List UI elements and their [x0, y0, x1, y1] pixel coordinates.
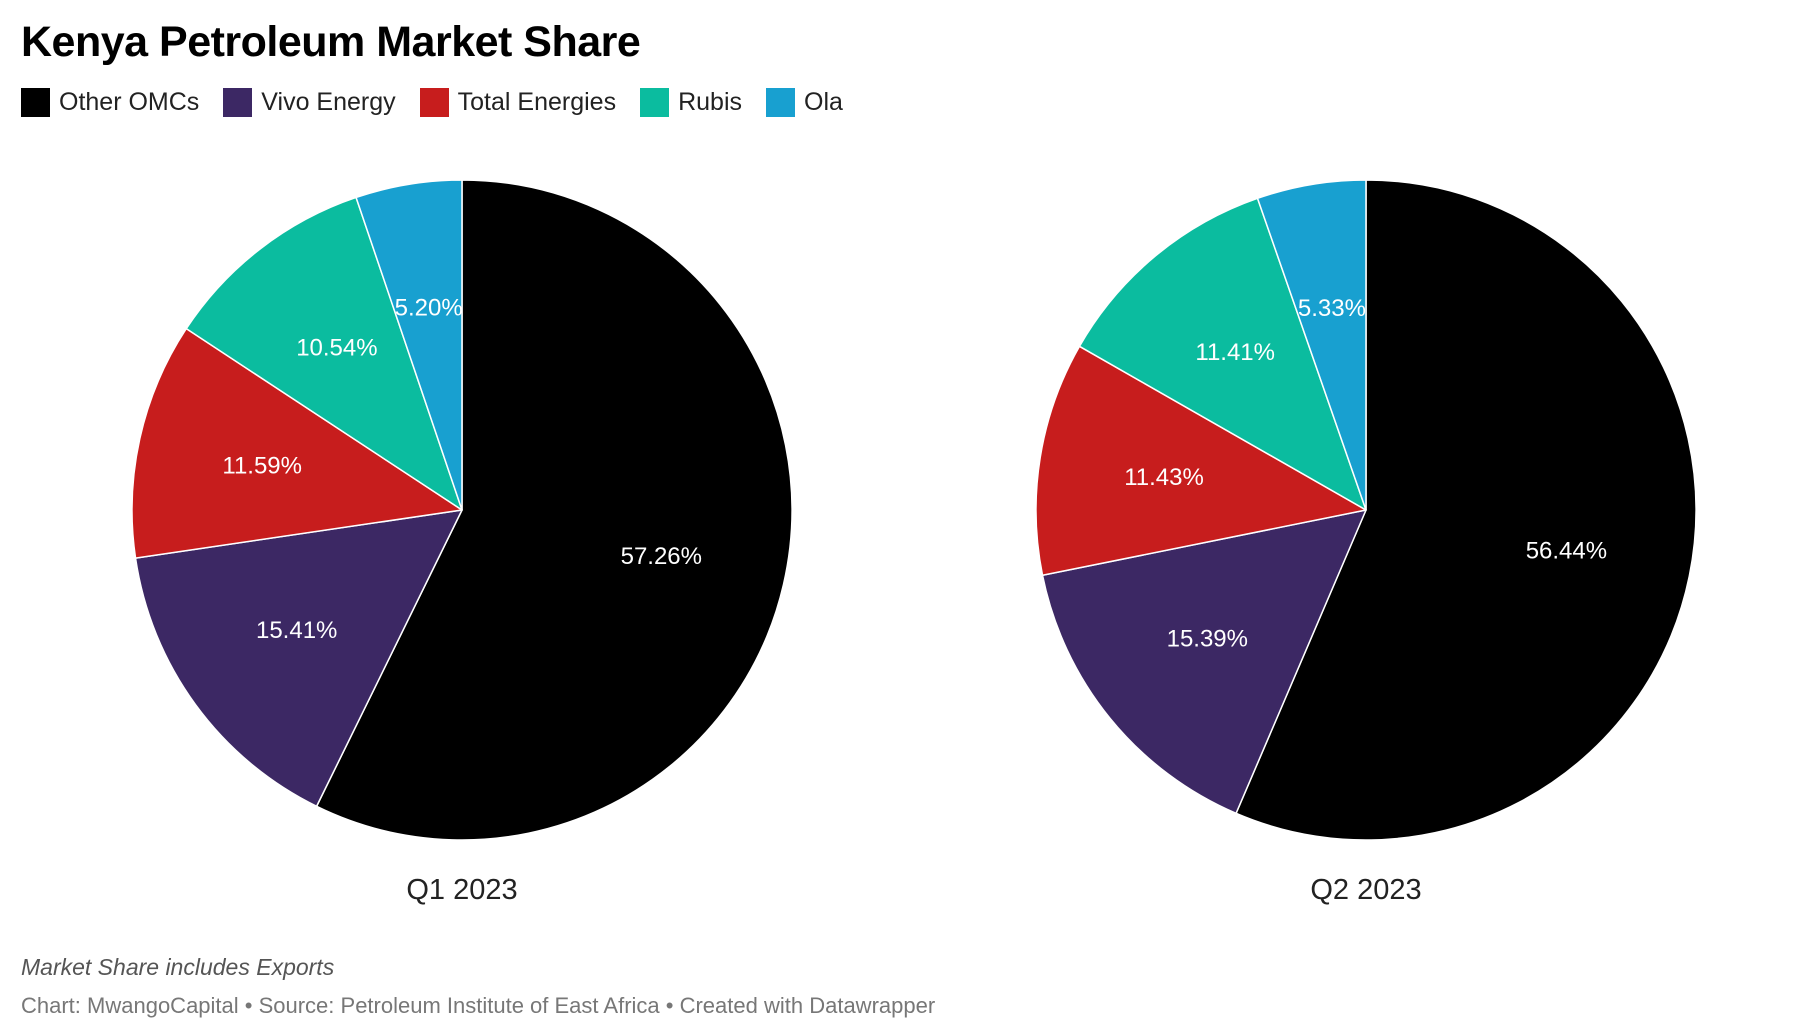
legend-item-ola: Ola	[766, 88, 843, 117]
slice-label-total-energies: 11.43%	[1124, 464, 1204, 491]
pie-caption-q1-2023: Q1 2023	[406, 874, 517, 906]
pie-slice-total-energies	[1035, 345, 1367, 577]
pie-slice-total-energies	[131, 327, 463, 559]
legend-swatch-vivo-energy	[223, 88, 253, 117]
legend-label-vivo-energy: Vivo Energy	[261, 88, 396, 116]
slice-label-other-omcs: 56.44%	[1526, 538, 1607, 565]
slice-label-vivo-energy: 15.41%	[256, 617, 337, 644]
slice-label-vivo-energy: 15.39%	[1167, 626, 1248, 653]
pie-slice-ola	[355, 179, 463, 511]
legend-swatch-ola	[766, 88, 795, 117]
legend-label-other-omcs: Other OMCs	[59, 88, 200, 116]
pie-slice-vivo-energy	[134, 509, 463, 808]
legend-label-ola: Ola	[804, 88, 843, 116]
slice-label-total-energies: 11.59%	[222, 452, 302, 479]
legend-item-vivo-energy: Vivo Energy	[223, 88, 396, 117]
pie-caption-q2-2023: Q2 2023	[1310, 874, 1421, 906]
legend-label-rubis: Rubis	[678, 88, 742, 116]
pie-slice-ola	[1256, 179, 1367, 511]
pie-slice-rubis	[1078, 197, 1367, 511]
slice-label-ola: 5.20%	[395, 295, 463, 322]
legend-swatch-total-energies	[419, 88, 449, 117]
legend-item-total-energies: Total Energies	[419, 88, 617, 117]
pie-chart-q1-2023: 57.26% 15.41% 11.59% 10.54% 5.20% Q1 2023	[131, 179, 793, 906]
legend-item-other-omcs: Other OMCs	[21, 88, 199, 117]
chart-credit: Chart: MwangoCapital • Source: Petroleum…	[21, 993, 936, 1018]
legend-swatch-other-omcs	[21, 88, 50, 117]
pie-chart-q2-2023: 56.44% 15.39% 11.43% 11.41% 5.33% Q2 2023	[1035, 179, 1697, 906]
pie-slice-other-omcs	[1235, 179, 1697, 841]
pie-charts: 57.26% 15.41% 11.59% 10.54% 5.20% Q1 2023 56.4…	[131, 179, 1697, 906]
chart-note: Market Share includes Exports	[21, 954, 335, 980]
chart-title: Kenya Petroleum Market Share	[21, 18, 641, 66]
legend-label-total-energies: Total Energies	[457, 88, 617, 116]
slice-label-ola: 5.33%	[1298, 295, 1366, 322]
pie-slice-vivo-energy	[1041, 509, 1367, 815]
slice-label-rubis: 10.54%	[296, 335, 377, 362]
legend-swatch-rubis	[640, 88, 670, 117]
slice-label-rubis: 11.41%	[1195, 339, 1275, 366]
legend-item-rubis: Rubis	[640, 88, 742, 117]
pie-slice-rubis	[185, 196, 463, 511]
pie-slice-other-omcs	[315, 179, 793, 841]
slice-label-other-omcs: 57.26%	[621, 543, 702, 570]
legend: Other OMCs Vivo Energy Total Energies Ru…	[21, 88, 867, 117]
